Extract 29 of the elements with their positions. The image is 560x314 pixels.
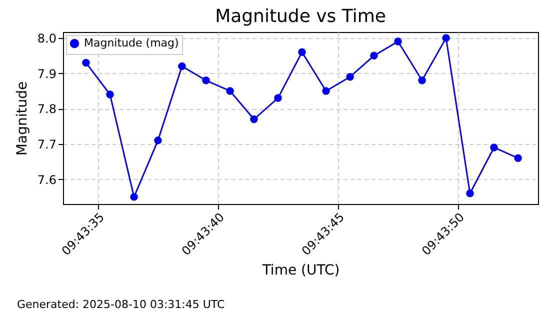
y-tick-label: 7.7 bbox=[37, 137, 56, 152]
point bbox=[226, 87, 234, 95]
y-tick-label: 7.9 bbox=[37, 66, 56, 81]
point bbox=[394, 38, 402, 46]
point bbox=[154, 136, 162, 144]
point bbox=[274, 94, 282, 102]
x-axis-title: Time (UTC) bbox=[261, 262, 340, 278]
point bbox=[106, 90, 114, 98]
point bbox=[130, 193, 138, 201]
point bbox=[466, 190, 474, 198]
point bbox=[490, 144, 498, 152]
point bbox=[346, 72, 354, 81]
y-tick-label: 7.6 bbox=[37, 172, 56, 187]
point bbox=[370, 52, 378, 60]
point bbox=[514, 154, 522, 162]
point bbox=[202, 76, 210, 84]
point bbox=[250, 115, 258, 124]
point bbox=[82, 58, 90, 67]
point bbox=[178, 62, 186, 70]
point bbox=[298, 48, 306, 56]
legend-label: Magnitude (mag) bbox=[84, 36, 179, 50]
text: Generated: 2025-08-10 03:31:45 UTC bbox=[17, 298, 225, 311]
point bbox=[442, 34, 450, 42]
point bbox=[322, 87, 330, 95]
y-tick-label: 7.8 bbox=[37, 102, 56, 116]
chart-title: Magnitude vs Time bbox=[215, 6, 386, 27]
point bbox=[418, 76, 426, 84]
y-axis-title: Magnitude bbox=[14, 81, 30, 156]
y-tick-label: 8.0 bbox=[37, 32, 56, 46]
